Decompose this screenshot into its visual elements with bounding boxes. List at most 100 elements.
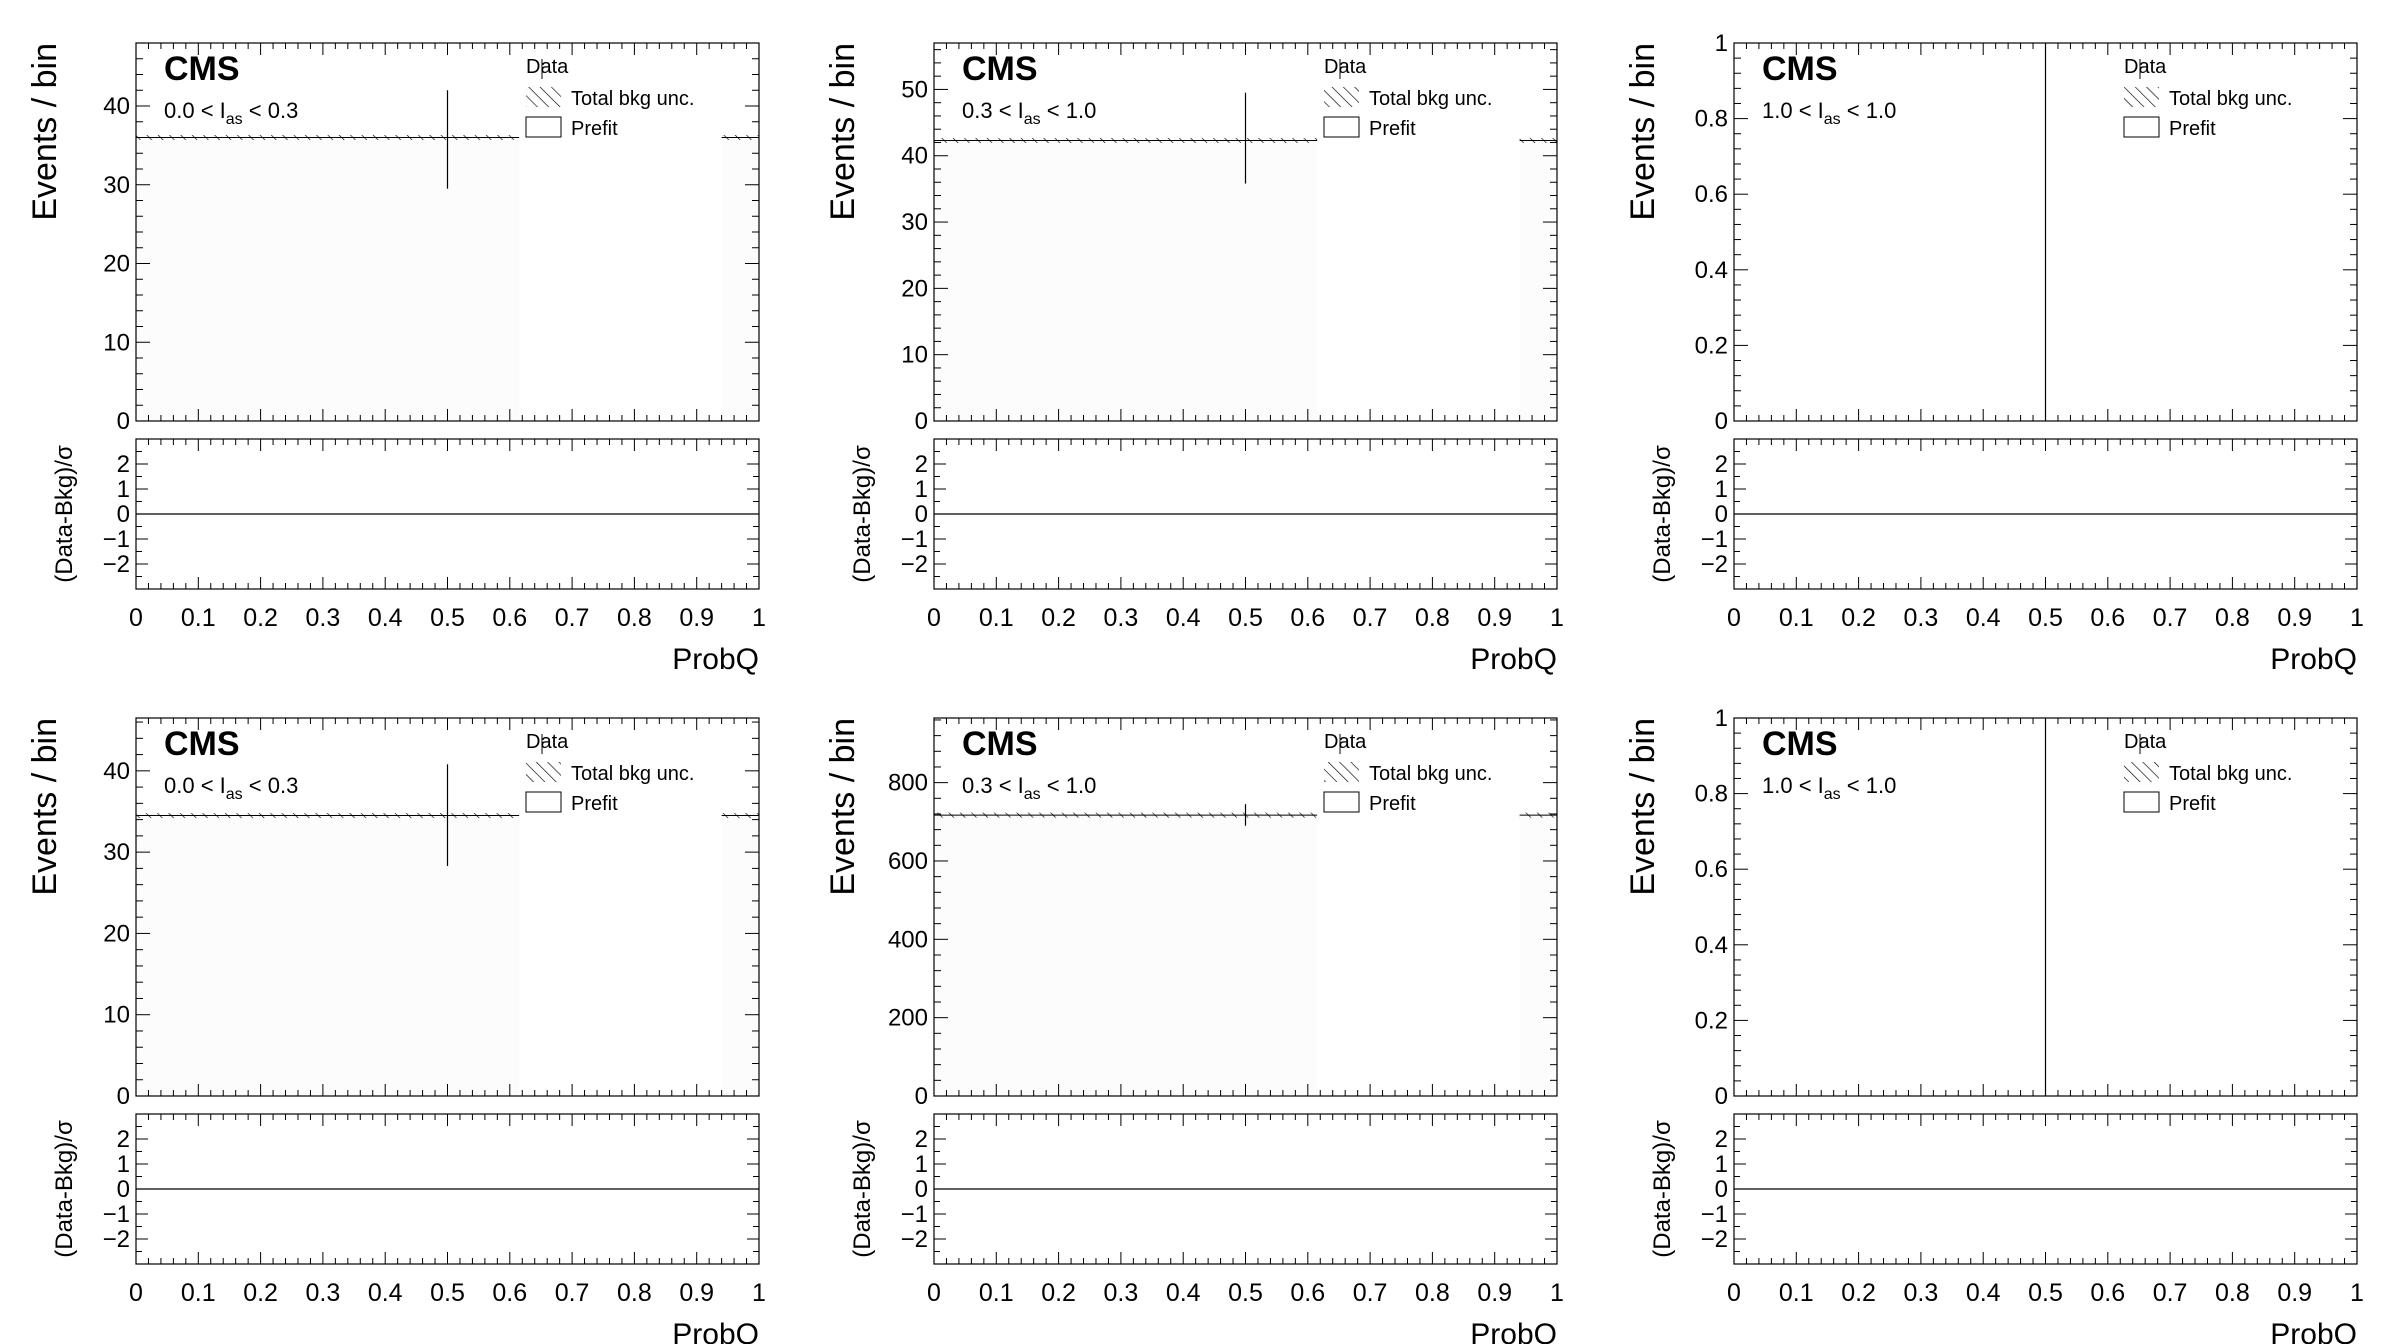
y-tick-label: 0 bbox=[117, 1083, 130, 1110]
ratio-y-tick-label: −1 bbox=[1701, 526, 1728, 553]
y-tick-label: 0.4 bbox=[1695, 932, 1728, 959]
y-tick-label: 0.2 bbox=[1695, 1007, 1728, 1034]
y-tick-label: 10 bbox=[103, 1002, 130, 1029]
x-tick-label: 0 bbox=[927, 1279, 941, 1307]
y-tick-label: 20 bbox=[103, 251, 130, 278]
legend-unc-swatch bbox=[2124, 87, 2159, 107]
legend-prefit-swatch bbox=[1323, 791, 1360, 813]
x-tick-label: 0.3 bbox=[1904, 604, 1939, 632]
x-tick-label: 0.6 bbox=[1290, 604, 1325, 632]
x-tick-label: 0.3 bbox=[1904, 1279, 1939, 1307]
x-axis-title: ProbQ bbox=[2270, 643, 2357, 676]
x-tick-label: 0.2 bbox=[1041, 1279, 1076, 1307]
legend-unc-swatch bbox=[1324, 762, 1359, 782]
x-tick-label: 1 bbox=[752, 604, 766, 632]
ratio-y-tick-label: 2 bbox=[117, 1126, 130, 1153]
x-tick-label: 0.3 bbox=[306, 604, 341, 632]
legend-unc-label: Total bkg unc. bbox=[571, 88, 694, 110]
x-tick-label: 0.5 bbox=[430, 604, 465, 632]
x-tick-label: 0.5 bbox=[430, 1279, 465, 1307]
x-tick-label: 0.8 bbox=[2215, 1279, 2250, 1307]
x-tick-label: 1 bbox=[2350, 604, 2364, 632]
x-tick-label: 0 bbox=[129, 604, 143, 632]
ratio-y-tick-label: 2 bbox=[1715, 451, 1728, 478]
legend-data-label: Data bbox=[1324, 56, 1367, 78]
ratio-y-tick-label: −2 bbox=[901, 1226, 928, 1253]
x-tick-label: 0.4 bbox=[1166, 1279, 1201, 1307]
legend-unc-label: Total bkg unc. bbox=[571, 763, 694, 785]
x-tick-label: 0.6 bbox=[2090, 1279, 2125, 1307]
legend-prefit-swatch bbox=[2123, 116, 2160, 138]
x-tick-label: 0.7 bbox=[2153, 604, 2188, 632]
cms-label: CMS bbox=[164, 725, 240, 763]
y-tick-label: 40 bbox=[901, 143, 928, 170]
y-axis-title: Events / bin bbox=[824, 43, 862, 221]
x-tick-label: 0.5 bbox=[2028, 1279, 2063, 1307]
legend-unc-swatch bbox=[2124, 762, 2159, 782]
legend-unc-label: Total bkg unc. bbox=[2169, 88, 2292, 110]
y-tick-label: 0.6 bbox=[1695, 181, 1728, 208]
x-tick-label: 0.1 bbox=[1779, 1279, 1814, 1307]
ratio-y-tick-label: 1 bbox=[1715, 1151, 1728, 1178]
y-tick-label: 0 bbox=[915, 408, 928, 435]
y-tick-label: 0.8 bbox=[1695, 106, 1728, 133]
y-tick-label: 20 bbox=[901, 275, 928, 302]
x-tick-label: 0.7 bbox=[1353, 1279, 1388, 1307]
x-tick-label: 1 bbox=[752, 1279, 766, 1307]
y-tick-label: 0.8 bbox=[1695, 781, 1728, 808]
x-tick-label: 0.3 bbox=[1104, 604, 1139, 632]
x-axis-title: ProbQ bbox=[672, 643, 759, 676]
bkg-fill-1 bbox=[934, 815, 1318, 1096]
ratio-y-tick-label: 0 bbox=[1715, 501, 1728, 528]
legend-data-label: Data bbox=[526, 56, 569, 78]
x-tick-label: 0.2 bbox=[1841, 1279, 1876, 1307]
cms-label: CMS bbox=[1762, 50, 1838, 88]
y-tick-label: 1 bbox=[1715, 30, 1728, 57]
y-tick-label: 0 bbox=[1715, 408, 1728, 435]
x-tick-label: 0.1 bbox=[979, 1279, 1014, 1307]
y-axis-title: Events / bin bbox=[824, 718, 862, 896]
legend-unc-swatch bbox=[526, 762, 561, 782]
ratio-y-tick-label: −1 bbox=[103, 526, 130, 553]
ratio-y-axis-title: (Data-Bkg)/σ bbox=[849, 445, 876, 583]
x-tick-label: 0.4 bbox=[1966, 1279, 2001, 1307]
x-tick-label: 1 bbox=[2350, 1279, 2364, 1307]
x-tick-label: 0.6 bbox=[1290, 1279, 1325, 1307]
y-axis-title: Events / bin bbox=[1624, 43, 1662, 221]
region-label: 0.3 < Ias < 1.0 bbox=[962, 773, 1096, 803]
x-tick-label: 0.2 bbox=[243, 604, 278, 632]
region-label: 0.0 < Ias < 0.3 bbox=[164, 98, 298, 128]
x-axis-title: ProbQ bbox=[672, 1318, 759, 1344]
ratio-y-tick-label: −1 bbox=[1701, 1201, 1728, 1228]
x-tick-label: 0.4 bbox=[368, 1279, 403, 1307]
y-tick-label: 0 bbox=[1715, 1083, 1728, 1110]
x-tick-label: 0.6 bbox=[492, 604, 527, 632]
legend-unc-label: Total bkg unc. bbox=[1369, 763, 1492, 785]
y-tick-label: 40 bbox=[103, 93, 130, 120]
x-tick-label: 0.3 bbox=[1104, 1279, 1139, 1307]
ratio-y-tick-label: 1 bbox=[915, 476, 928, 503]
legend-unc-label: Total bkg unc. bbox=[2169, 763, 2292, 785]
y-tick-label: 50 bbox=[901, 76, 928, 103]
bkg-fill-1 bbox=[934, 140, 1318, 422]
legend-data-label: Data bbox=[526, 731, 569, 753]
ratio-y-tick-label: 0 bbox=[117, 501, 130, 528]
x-tick-label: 0.3 bbox=[306, 1279, 341, 1307]
x-tick-label: 0 bbox=[1727, 1279, 1741, 1307]
y-tick-label: 800 bbox=[888, 770, 928, 797]
x-tick-label: 1 bbox=[1550, 1279, 1564, 1307]
x-tick-label: 0.9 bbox=[2277, 604, 2312, 632]
region-label: 1.0 < Ias < 1.0 bbox=[1762, 98, 1896, 128]
legend-prefit-swatch bbox=[2123, 791, 2160, 813]
x-tick-label: 0.7 bbox=[1353, 604, 1388, 632]
y-axis-title: Events / bin bbox=[1624, 718, 1662, 896]
ratio-y-tick-label: −2 bbox=[103, 551, 130, 578]
x-tick-label: 0.4 bbox=[368, 604, 403, 632]
x-tick-label: 1 bbox=[1550, 604, 1564, 632]
x-tick-label: 0.8 bbox=[617, 604, 652, 632]
x-tick-label: 0.7 bbox=[555, 1279, 590, 1307]
